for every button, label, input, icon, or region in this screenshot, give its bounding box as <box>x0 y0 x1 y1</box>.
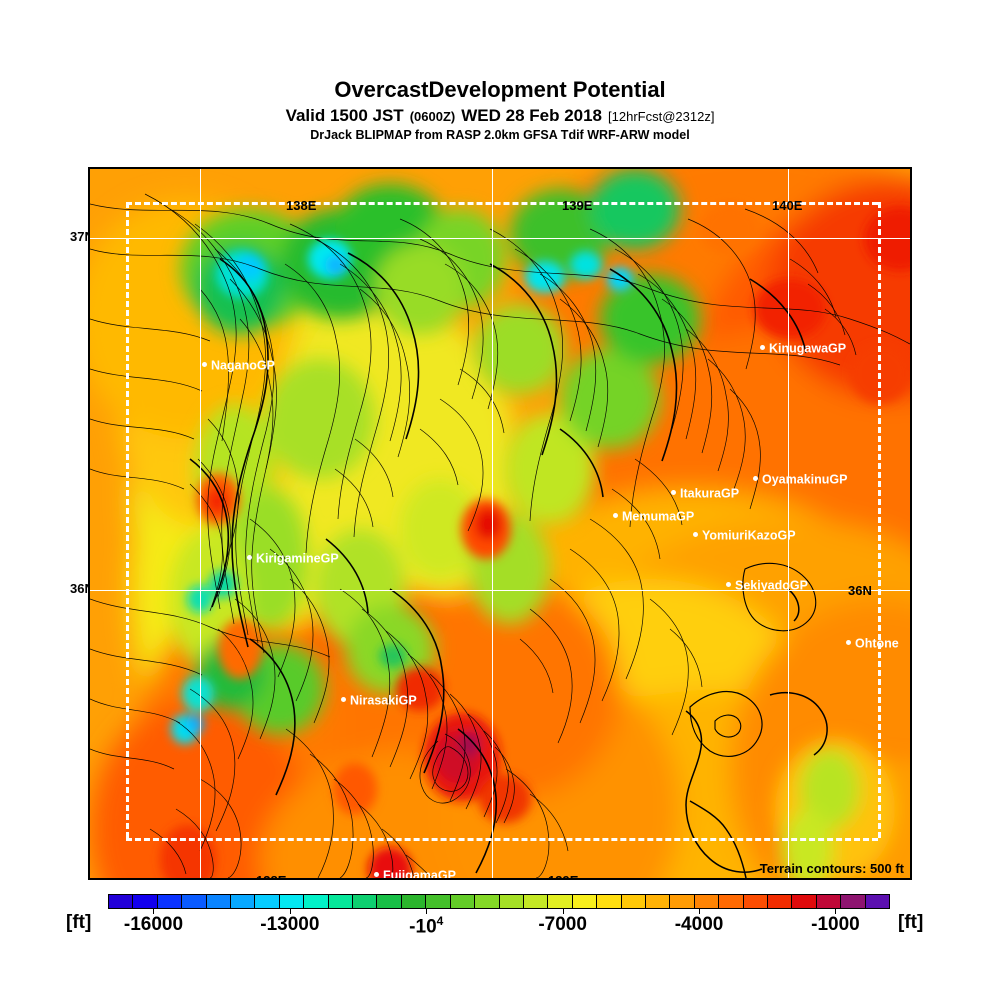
colorbar-tick-labels: -16000 -13000 -104 -7000 -4000 -1000 <box>0 914 1000 940</box>
colorbar-tick-label: -16000 <box>123 914 184 935</box>
shaded-field <box>90 169 910 878</box>
map-canvas: 138E 139E 140E 138E 139E 36N NaganoGP Ki… <box>90 169 910 878</box>
valid-time-utc: (0600Z) <box>409 109 456 124</box>
colorbar-swatch <box>401 895 427 908</box>
colorbar-swatch <box>377 895 402 908</box>
colorbar-tick-label: -1000 <box>811 914 860 935</box>
colorbar-swatch <box>523 895 549 908</box>
colorbar-tick <box>699 909 701 914</box>
colorbar-swatch <box>621 895 646 908</box>
colorbar-swatch <box>475 895 500 908</box>
forecast-tag: [12hrFcst@2312z] <box>608 109 715 124</box>
lat-label-37n-left: 37N <box>70 229 94 244</box>
colorbar-swatch <box>426 895 451 908</box>
colorbar-swatch <box>206 895 232 908</box>
colorbar-swatch <box>670 895 695 908</box>
colorbar-swatch <box>231 895 256 908</box>
colorbar-tick-label: -104 <box>409 914 444 938</box>
colorbar-swatch <box>450 895 476 908</box>
colorbar-tick <box>153 909 155 914</box>
colorbar-tick <box>835 909 837 914</box>
model-source-line: DrJack BLIPMAP from RASP 2.0km GFSA Tdif… <box>310 128 690 142</box>
colorbar-swatch <box>865 895 889 908</box>
colorbar-swatch <box>304 895 329 908</box>
colorbar-region: [ft] [ft] -16000 -13000 -104 -7000 -4000 -100… <box>0 890 1000 940</box>
colorbar-swatch <box>182 895 207 908</box>
colorbar-swatch <box>719 895 744 908</box>
colorbar-swatch <box>279 895 305 908</box>
colorbar-tick-label: -13000 <box>260 914 320 935</box>
colorbar-tick-label: -7000 <box>538 914 587 935</box>
title-block: OvercastDevelopment Potential Valid 1500… <box>0 78 1000 143</box>
colorbar-swatch <box>694 895 720 908</box>
colorbar-swatch <box>109 895 134 908</box>
colorbar-swatch <box>743 895 768 908</box>
colorbar-swatch <box>353 895 378 908</box>
colorbar[interactable] <box>108 894 890 909</box>
colorbar-tick <box>289 909 291 914</box>
colorbar-swatch <box>133 895 158 908</box>
colorbar-swatch <box>499 895 524 908</box>
colorbar-swatch <box>816 895 842 908</box>
colorbar-swatch <box>572 895 598 908</box>
lat-label-36n-left: 36N <box>70 581 94 596</box>
forecast-map[interactable]: 138E 139E 140E 138E 139E 36N NaganoGP Ki… <box>88 167 912 880</box>
colorbar-swatch <box>645 895 671 908</box>
colorbar-unit-left: [ft] <box>66 912 92 933</box>
colorbar-tick <box>562 909 564 914</box>
colorbar-swatch <box>157 895 183 908</box>
colorbar-unit-right: [ft] <box>898 912 924 933</box>
colorbar-swatch <box>767 895 793 908</box>
page-title: OvercastDevelopment Potential <box>334 77 666 102</box>
colorbar-ticks <box>108 909 890 915</box>
valid-time-line: Valid 1500 JST (0600Z) WED 28 Feb 2018 [12h… <box>0 105 1000 127</box>
colorbar-swatch <box>255 895 280 908</box>
valid-date: WED 28 Feb 2018 <box>461 106 603 125</box>
colorbar-tick-label: -4000 <box>674 914 724 935</box>
colorbar-swatch <box>841 895 866 908</box>
colorbar-swatch <box>597 895 622 908</box>
colorbar-swatch <box>548 895 573 908</box>
colorbar-swatch <box>792 895 817 908</box>
colorbar-swatch <box>328 895 354 908</box>
colorbar-tick <box>426 909 428 914</box>
valid-time-local: Valid 1500 JST <box>285 106 404 125</box>
